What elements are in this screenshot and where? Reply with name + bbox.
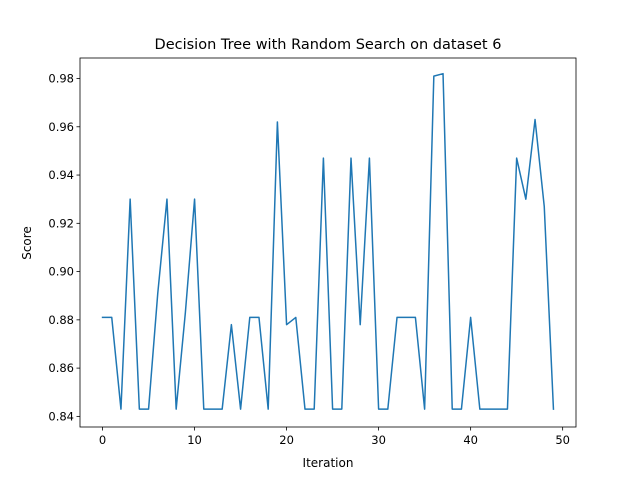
y-tick-label: 0.86	[48, 361, 74, 375]
x-tick-label: 50	[555, 433, 570, 447]
y-tick-label: 0.90	[48, 265, 74, 279]
x-tick-label: 10	[187, 433, 202, 447]
x-tick-label: 30	[371, 433, 386, 447]
chart-title: Decision Tree with Random Search on data…	[155, 37, 502, 53]
y-tick-label: 0.98	[48, 72, 74, 86]
series-line	[101, 72, 555, 410]
x-tick-label: 40	[463, 433, 478, 447]
y-tick-label: 0.92	[48, 216, 74, 230]
x-tick-label: 20	[279, 433, 294, 447]
plot-area: 0 10 20 30 40 50 0.84 0.86 0.88 0.90 0.92 0.94 0.96 0…	[48, 57, 577, 447]
x-axis-label: Iteration	[303, 456, 354, 470]
y-tick-label: 0.96	[48, 120, 74, 134]
axes-frame	[79, 57, 577, 428]
y-tick-label: 0.94	[48, 168, 74, 182]
x-tick-label: 0	[99, 433, 106, 447]
y-axis-label: Score	[20, 226, 34, 260]
y-tick-label: 0.88	[48, 313, 74, 327]
y-tick-label: 0.84	[48, 409, 74, 423]
